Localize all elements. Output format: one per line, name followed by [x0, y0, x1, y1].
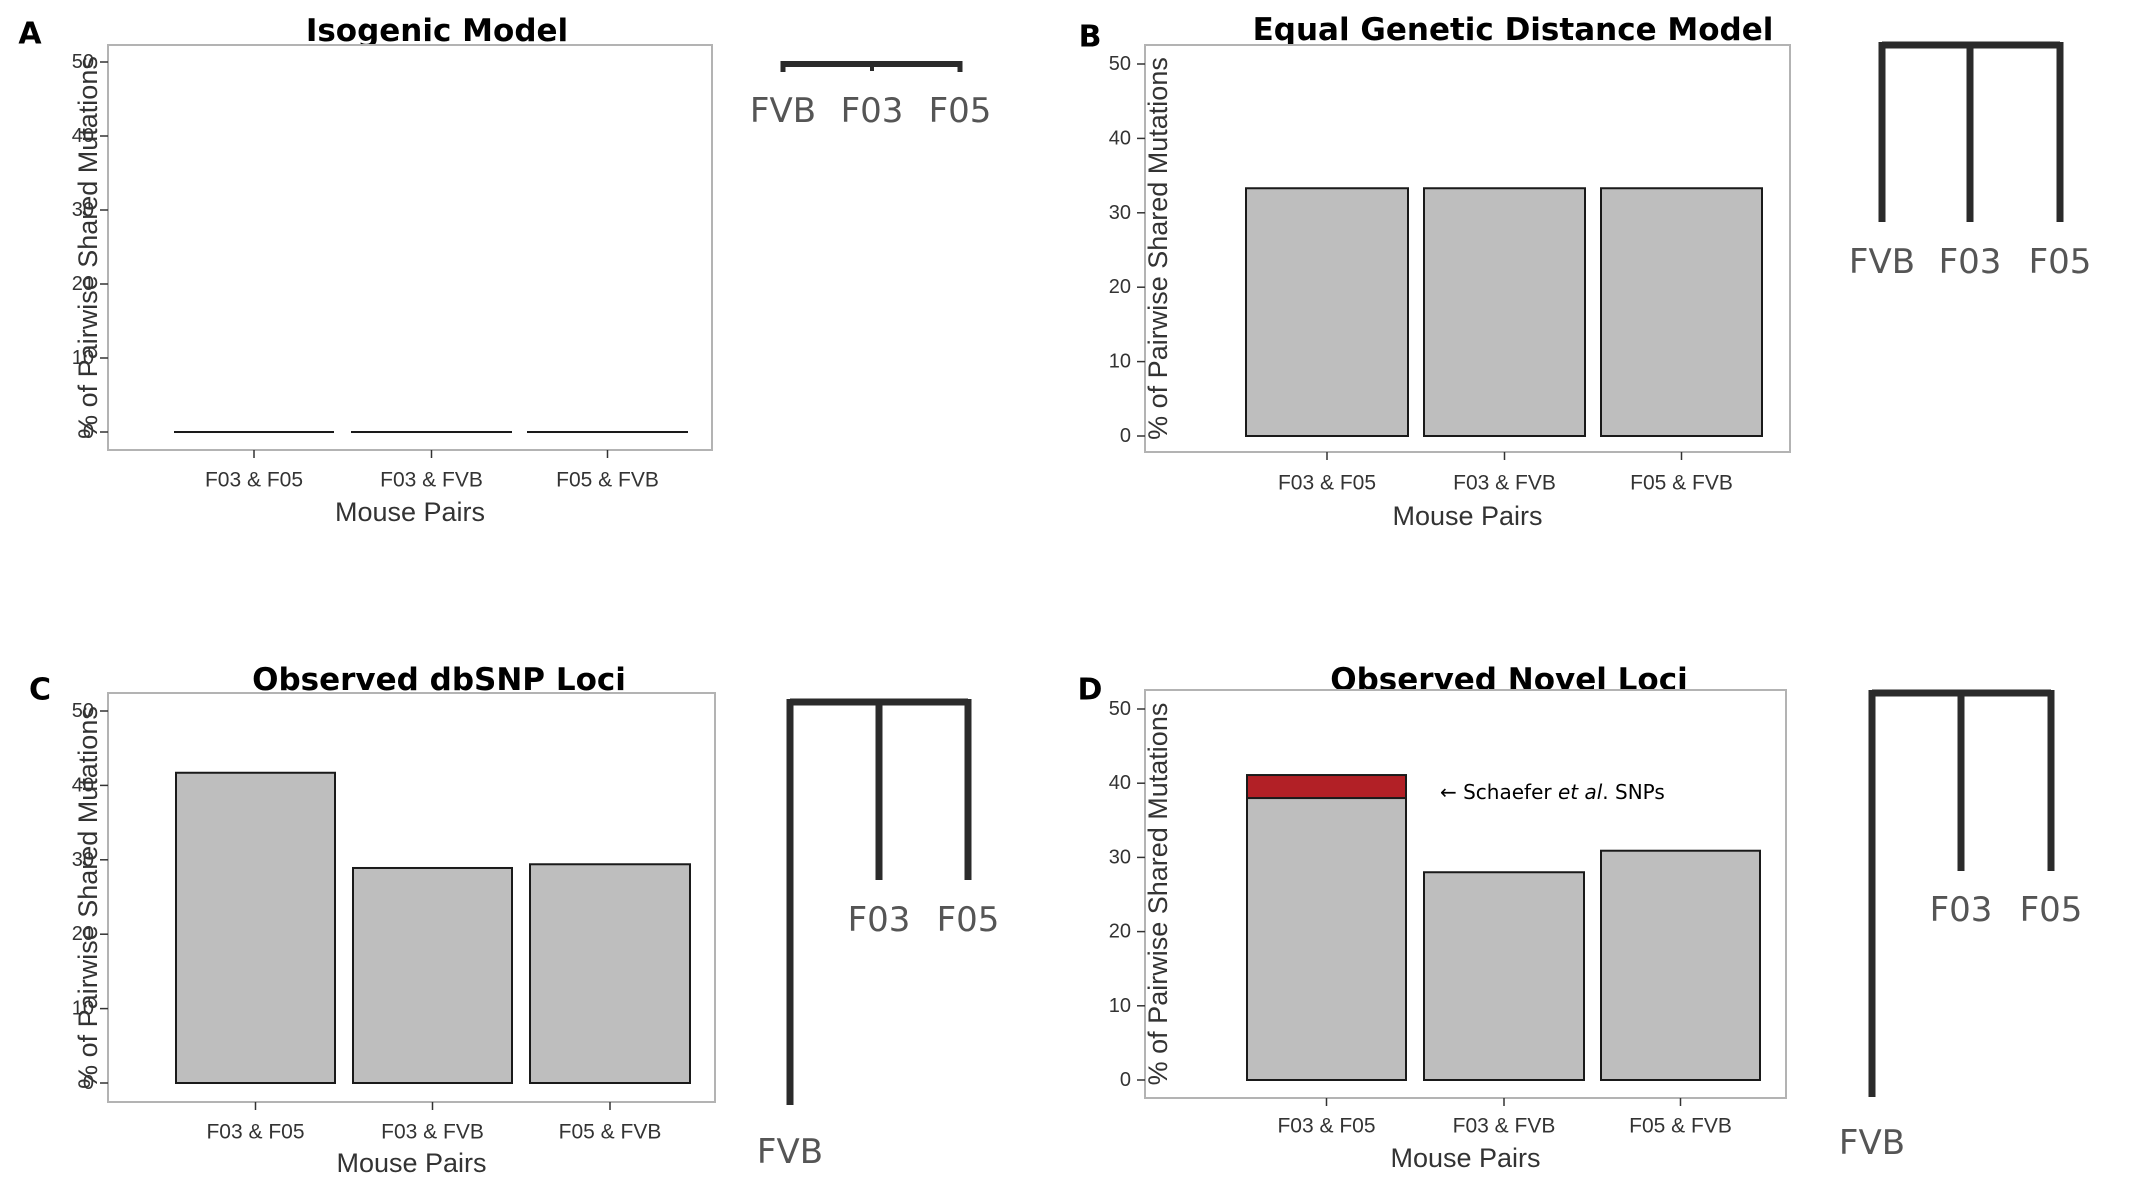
x-axis-label: Mouse Pairs — [1390, 1143, 1540, 1173]
y-tick-label: 0 — [83, 421, 94, 443]
y-axis-label: % of Pairwise Shared Mutations — [73, 56, 103, 439]
x-tick-label: F03 & F05 — [1277, 1115, 1375, 1138]
x-tick-label: F03 & F05 — [1278, 472, 1376, 495]
y-tick-label: 10 — [1109, 995, 1131, 1017]
bar — [1423, 187, 1586, 437]
panel-title: Isogenic Model — [306, 13, 568, 49]
panel-b: B Equal Genetic Distance Model 0 10 20 30 40 50… — [1079, 12, 2092, 531]
x-tick-label: F03 & FVB — [381, 1121, 484, 1144]
phylogeny-tree: F03 F05 FVB — [757, 698, 1000, 1172]
y-tick-label: 20 — [72, 923, 94, 945]
tree-leaf-label: F03 — [1930, 890, 1993, 930]
tree-leaf-label: FVB — [1849, 242, 1915, 282]
y-tick-label: 30 — [1109, 202, 1131, 224]
x-tick-label: F03 & FVB — [1453, 472, 1556, 495]
y-tick-label: 20 — [1109, 276, 1131, 298]
panel-letter: D — [1078, 673, 1103, 708]
y-tick-label: 30 — [1109, 846, 1131, 868]
tree-outgroup-label: FVB — [1839, 1123, 1905, 1163]
y-tick-label: 30 — [72, 199, 94, 221]
x-tick-label: F03 & FVB — [380, 469, 483, 492]
x-tick-label: F03 & F05 — [206, 1121, 304, 1144]
annotation-suffix: . SNPs — [1602, 780, 1665, 804]
x-tick-label: F05 & FVB — [559, 1121, 662, 1144]
y-tick-label: 10 — [72, 998, 94, 1020]
annotation-italic: et al — [1558, 780, 1603, 804]
x-tick-label: F03 & FVB — [1453, 1115, 1556, 1138]
y-tick-label: 0 — [1120, 1069, 1131, 1091]
bar — [1245, 187, 1409, 437]
annotation: ← Schaefer et al. SNPs — [1440, 780, 1665, 804]
y-tick-label: 50 — [1109, 698, 1131, 720]
annotation-prefix: ← Schaefer — [1440, 780, 1558, 804]
panel-letter: C — [29, 673, 51, 708]
x-tick-label: F05 & FVB — [1630, 472, 1733, 495]
bar — [1423, 871, 1585, 1081]
y-axis-label: % of Pairwise Shared Mutations — [1143, 57, 1173, 440]
bar — [175, 771, 336, 1084]
tree-leaf-label: F03 — [848, 900, 911, 940]
y-tick-label: 30 — [72, 849, 94, 871]
y-tick-label: 20 — [72, 273, 94, 295]
x-axis-label: Mouse Pairs — [1392, 501, 1542, 531]
y-tick-label: 0 — [83, 1072, 94, 1094]
phylogeny-tree: F03 F05 FVB — [1839, 689, 2083, 1163]
y-tick-label: 40 — [72, 774, 94, 796]
x-tick-label: F03 & F05 — [205, 469, 303, 492]
panel-letter: A — [18, 17, 42, 52]
tree-leaf-label: F03 — [1939, 242, 2002, 282]
y-tick-label: 50 — [72, 700, 94, 722]
bar — [1246, 797, 1407, 1081]
panel-title: Equal Genetic Distance Model — [1253, 12, 1774, 48]
phylogeny-tree: FVB F03 F05 — [1849, 41, 2092, 282]
panel-letter: B — [1079, 20, 1102, 55]
tree-leaf-label: F05 — [2020, 890, 2083, 930]
y-tick-label: 10 — [1109, 351, 1131, 373]
y-tick-label: 0 — [1120, 425, 1131, 447]
x-axis-label: Mouse Pairs — [335, 497, 485, 527]
x-axis-label: Mouse Pairs — [336, 1148, 486, 1178]
panel-a: A Isogenic Model 0 10 20 30 40 50 F03 & F05 F03 &… — [18, 13, 991, 527]
tree-leaf-label: F03 — [841, 91, 904, 131]
y-tick-label: 50 — [72, 51, 94, 73]
tree-outgroup-label: FVB — [757, 1132, 823, 1172]
y-tick-label: 10 — [72, 347, 94, 369]
tree-leaf-label: F05 — [937, 900, 1000, 940]
y-tick-label: 40 — [1109, 127, 1131, 149]
y-tick-label: 40 — [1109, 772, 1131, 794]
tree-leaf-label: F05 — [929, 91, 992, 131]
y-tick-label: 20 — [1109, 921, 1131, 943]
bar — [1600, 849, 1761, 1081]
bar-highlight — [1246, 774, 1407, 800]
y-tick-label: 40 — [72, 125, 94, 147]
y-axis-label: % of Pairwise Shared Mutations — [73, 706, 103, 1089]
bar — [352, 866, 513, 1085]
y-tick-label: 50 — [1109, 53, 1131, 75]
bar — [1600, 187, 1763, 437]
tree-leaf-label: F05 — [2029, 242, 2092, 282]
x-tick-label: F05 & FVB — [1629, 1115, 1732, 1138]
plot-frame — [107, 44, 713, 451]
y-axis-label: % of Pairwise Shared Mutations — [1143, 703, 1173, 1086]
x-tick-label: F05 & FVB — [556, 469, 659, 492]
tree-leaf-label: FVB — [750, 91, 816, 131]
phylogeny-tree: FVB F03 F05 — [750, 61, 991, 131]
bar — [529, 863, 691, 1084]
